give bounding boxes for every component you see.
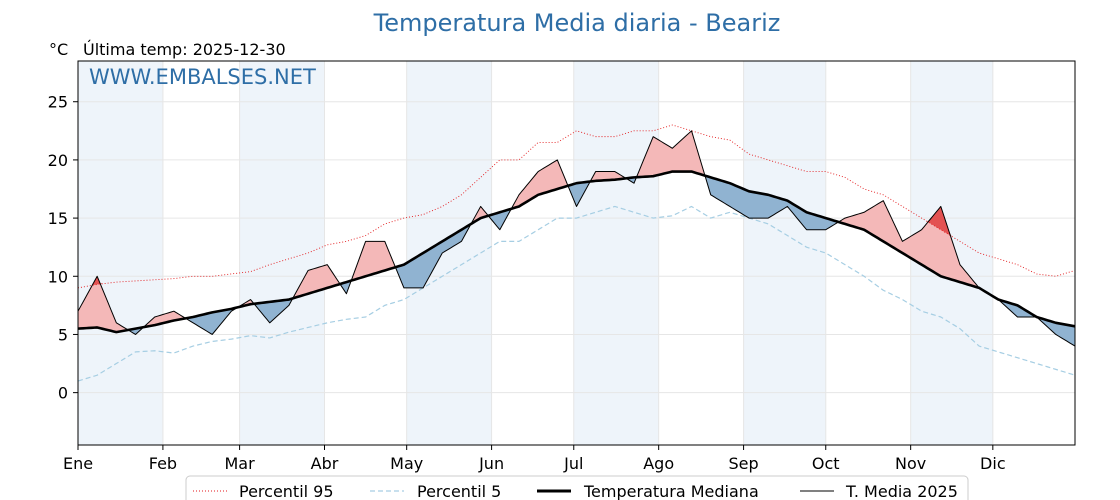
y-tick-label: 15 (48, 209, 68, 228)
series-line-p5 (77, 205, 1076, 382)
legend: Percentil 95 Percentil 5 Temperatura Med… (185, 475, 969, 500)
month-band (239, 61, 325, 445)
x-tick-label: Feb (149, 454, 177, 473)
series-line-2025 (77, 130, 1076, 347)
legend-current: T. Media 2025 (845, 482, 958, 500)
legend-median: Temperatura Mediana (583, 482, 759, 500)
x-tick-label: May (390, 454, 423, 473)
x-tick-label: Abr (311, 454, 339, 473)
y-tick-label: 25 (48, 93, 68, 112)
x-tick-label: Nov (895, 454, 926, 473)
x-tick-label: Jul (563, 454, 583, 473)
x-tick-label: Ene (63, 454, 93, 473)
month-bands (78, 61, 993, 445)
fill-above-median (78, 130, 1075, 333)
series-lines (77, 124, 1076, 382)
x-axis-ticks: Ene Feb Mar Abr May Jun Jul Ago Sep Oct Nov Dic (63, 445, 1006, 473)
x-tick-label: Mar (225, 454, 256, 473)
month-band (743, 61, 826, 445)
series-line-median (77, 170, 1076, 334)
month-band (573, 61, 659, 445)
x-tick-label: Ago (643, 454, 674, 473)
y-tick-label: 20 (48, 151, 68, 170)
month-band (406, 61, 492, 445)
x-tick-label: Oct (812, 454, 840, 473)
y-tick-label: 5 (58, 325, 68, 344)
x-tick-label: Sep (729, 454, 759, 473)
x-tick-label: Jun (478, 454, 504, 473)
legend-p5: Percentil 5 (417, 482, 501, 500)
chart-title: Temperatura Media diaria - Beariz (373, 9, 781, 37)
plot-frame (77, 60, 1076, 446)
x-tick-label: Dic (980, 454, 1006, 473)
series-line-p95 (77, 124, 1076, 289)
y-tick-label: 10 (48, 267, 68, 286)
y-axis-ticks: 0 5 10 15 20 25 (48, 93, 78, 403)
grid-lines (77, 61, 1075, 445)
legend-p95: Percentil 95 (239, 482, 334, 500)
last-temp-label: Última temp: 2025-12-30 (83, 40, 286, 59)
y-tick-label: 0 (58, 384, 68, 403)
legend-box (185, 475, 969, 500)
unit-label: °C (49, 40, 68, 59)
month-band (78, 61, 163, 445)
watermark: WWW.EMBALSES.NET (89, 65, 316, 89)
